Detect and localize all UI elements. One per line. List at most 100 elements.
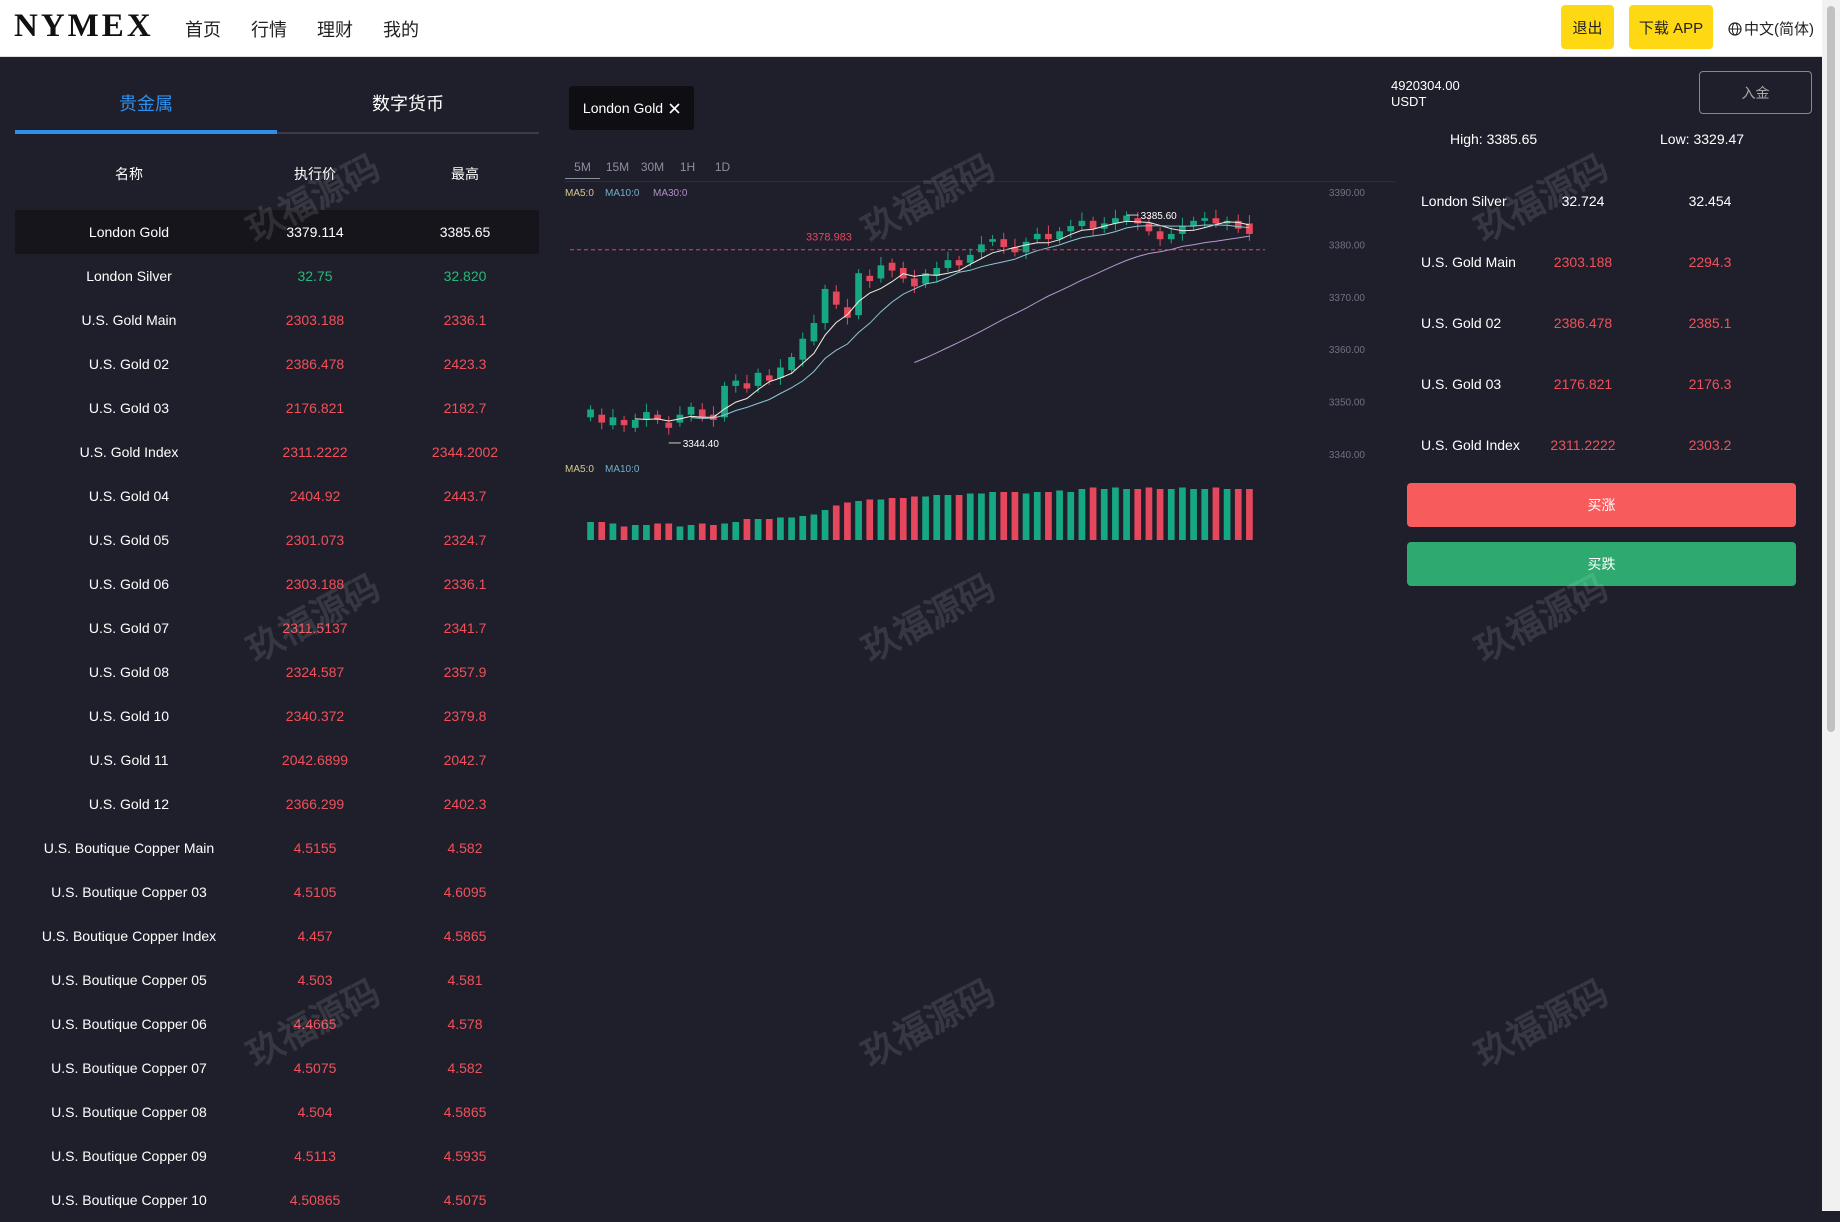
market-row[interactable]: U.S. Boutique Copper 08 4.504 4.5865 xyxy=(15,1090,539,1134)
market-row[interactable]: U.S. Gold Index 2311.2222 2344.2002 xyxy=(15,430,539,474)
balance-amount: 4920304.00 xyxy=(1391,78,1460,93)
period-30m[interactable]: 30M xyxy=(640,160,665,174)
candle xyxy=(911,278,918,287)
market-row[interactable]: U.S. Boutique Copper 09 4.5113 4.5935 xyxy=(15,1134,539,1178)
last-price-label: 3378.983 xyxy=(806,232,852,244)
market-row-high: 4.578 xyxy=(447,1016,483,1032)
market-row[interactable]: U.S. Boutique Copper Index 4.457 4.5865 xyxy=(15,914,539,958)
tab-precious-metals-label: 贵金属 xyxy=(119,94,173,114)
scrollbar-thumb[interactable] xyxy=(1827,6,1835,732)
nav-item-home[interactable]: 首页 xyxy=(185,20,221,40)
market-row[interactable]: U.S. Gold Main 2303.188 2336.1 xyxy=(15,298,539,342)
price-tick-label: 3370.00 xyxy=(1329,293,1366,304)
period-selector: 5M 15M 30M 1H 1D xyxy=(565,160,740,179)
volume-bar xyxy=(899,498,907,540)
volume-bar xyxy=(1134,489,1142,540)
chart-symbol-tab[interactable]: London Gold xyxy=(569,86,694,130)
market-row[interactable]: U.S. Gold 03 2176.821 2182.7 xyxy=(15,386,539,430)
nav-item-finance[interactable]: 理财 xyxy=(317,20,353,40)
nav-item-mine[interactable]: 我的 xyxy=(383,20,419,40)
candle xyxy=(665,422,673,428)
market-row-name: U.S. Boutique Copper 03 xyxy=(51,884,207,900)
market-row[interactable]: U.S. Gold 11 2042.6899 2042.7 xyxy=(15,738,539,782)
market-row[interactable]: U.S. Gold 12 2366.299 2402.3 xyxy=(15,782,539,826)
language-selector[interactable]: 中文(简体) xyxy=(1728,18,1814,39)
market-row[interactable]: U.S. Gold 10 2340.372 2379.8 xyxy=(15,694,539,738)
market-row[interactable]: U.S. Gold 06 2303.188 2336.1 xyxy=(15,562,539,606)
volume-bar xyxy=(1033,492,1041,540)
market-row[interactable]: U.S. Boutique Copper 05 4.503 4.581 xyxy=(15,958,539,1002)
high-value: 3385.65 xyxy=(1486,131,1538,147)
buy-down-button[interactable]: 买跌 xyxy=(1407,542,1796,586)
tab-precious-metals[interactable]: 贵金属 xyxy=(15,90,277,116)
market-row[interactable]: U.S. Gold 08 2324.587 2357.9 xyxy=(15,650,539,694)
logo[interactable]: NYMEX xyxy=(14,8,154,44)
right-market-row[interactable]: U.S. Gold 02 2386.478 2385.1 xyxy=(1407,315,1807,355)
candlestick-chart[interactable]: MA5:0 MA10:0 MA30:0 3390.00 3380.00 3370.00 33… xyxy=(565,182,1395,642)
market-row[interactable]: London Gold 3379.114 3385.65 xyxy=(15,210,539,254)
market-row-high: 4.581 xyxy=(447,972,483,988)
volume-bar xyxy=(922,496,929,540)
ma-label: MA30:0 xyxy=(653,188,688,199)
right-market-row[interactable]: London Silver 32.724 32.454 xyxy=(1407,193,1807,233)
tab-digital-currency[interactable]: 数字货币 xyxy=(277,90,539,116)
right-row-high: 32.454 xyxy=(1688,193,1732,209)
candle xyxy=(1190,220,1197,227)
volume-bar xyxy=(955,495,963,540)
period-15m[interactable]: 15M xyxy=(605,160,630,174)
volume-bar xyxy=(1234,489,1242,540)
download-app-button[interactable]: 下载 APP xyxy=(1629,5,1713,49)
market-row[interactable]: U.S. Gold 07 2311.5137 2341.7 xyxy=(15,606,539,650)
logout-button[interactable]: 退出 xyxy=(1561,5,1614,49)
candle xyxy=(1123,215,1130,221)
volume-bar xyxy=(654,523,661,540)
candle xyxy=(620,419,628,426)
market-row-name: London Silver xyxy=(86,268,172,284)
market-row-name: U.S. Gold Index xyxy=(79,444,179,460)
market-row-high: 4.5865 xyxy=(443,1104,487,1120)
close-icon[interactable] xyxy=(669,102,680,114)
right-market-row[interactable]: U.S. Gold 03 2176.821 2176.3 xyxy=(1407,376,1807,416)
right-row-name: U.S. Gold Main xyxy=(1421,254,1516,270)
buy-up-button[interactable]: 买涨 xyxy=(1407,483,1796,527)
volume-bar xyxy=(698,523,706,540)
ma-label: MA10:0 xyxy=(605,188,640,199)
market-row[interactable]: U.S. Boutique Copper 06 4.4665 4.578 xyxy=(15,1002,539,1046)
balance-currency: USDT xyxy=(1391,94,1427,109)
candle xyxy=(788,357,795,371)
candle xyxy=(955,260,963,266)
market-row[interactable]: U.S. Gold 02 2386.478 2423.3 xyxy=(15,342,539,386)
market-row[interactable]: U.S. Boutique Copper Main 4.5155 4.582 xyxy=(15,826,539,870)
candle xyxy=(587,409,594,418)
balance: 4920304.00 USDT xyxy=(1391,78,1460,110)
volume-bar xyxy=(1190,489,1197,540)
market-row-price: 3379.114 xyxy=(286,224,344,240)
candle xyxy=(1056,231,1063,240)
right-market-row[interactable]: U.S. Gold Index 2311.2222 2303.2 xyxy=(1407,437,1807,477)
right-row-price: 2311.2222 xyxy=(1550,437,1616,453)
market-row[interactable]: U.S. Boutique Copper 10 4.50865 4.5075 xyxy=(15,1178,539,1222)
low-value: 3329.47 xyxy=(1693,131,1745,147)
market-row-high: 4.582 xyxy=(447,840,483,856)
market-row[interactable]: London Silver 32.75 32.820 xyxy=(15,254,539,298)
candle xyxy=(922,273,929,284)
deposit-button[interactable]: 入金 xyxy=(1699,71,1812,114)
min-price-label: 3344.40 xyxy=(683,439,720,450)
market-row[interactable]: U.S. Gold 05 2301.073 2324.7 xyxy=(15,518,539,562)
market-row[interactable]: U.S. Boutique Copper 07 4.5075 4.582 xyxy=(15,1046,539,1090)
period-5m[interactable]: 5M xyxy=(565,160,600,179)
nav-item-market[interactable]: 行情 xyxy=(251,20,287,40)
candle xyxy=(1045,233,1052,240)
market-row-price: 2301.073 xyxy=(285,532,345,548)
market-row[interactable]: U.S. Gold 04 2404.92 2443.7 xyxy=(15,474,539,518)
volume-bar xyxy=(1123,489,1130,540)
volume-bar xyxy=(866,499,874,540)
volume-bar xyxy=(1145,487,1153,540)
period-1d[interactable]: 1D xyxy=(714,160,731,174)
volume-bar xyxy=(1067,492,1075,540)
volume-bar xyxy=(855,501,862,540)
market-row[interactable]: U.S. Boutique Copper 03 4.5105 4.6095 xyxy=(15,870,539,914)
right-market-row[interactable]: U.S. Gold Main 2303.188 2294.3 xyxy=(1407,254,1807,294)
volume-bar xyxy=(810,514,818,540)
period-1h[interactable]: 1H xyxy=(679,160,696,174)
